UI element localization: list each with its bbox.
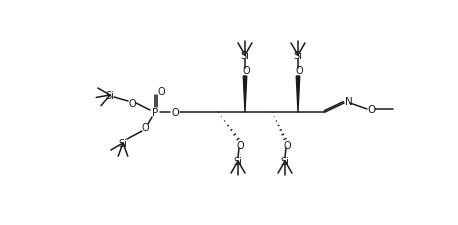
Text: O: O <box>283 140 291 150</box>
Text: P: P <box>152 108 158 117</box>
Polygon shape <box>296 77 300 112</box>
Text: O: O <box>141 122 149 132</box>
Text: O: O <box>367 105 375 115</box>
Text: O: O <box>242 66 250 76</box>
Text: N: N <box>345 97 353 106</box>
Polygon shape <box>243 77 247 112</box>
Text: O: O <box>128 99 136 108</box>
Text: Si: Si <box>240 51 250 61</box>
Text: O: O <box>157 87 165 97</box>
Text: Si: Si <box>294 51 302 61</box>
Text: Si: Si <box>234 156 242 166</box>
Text: Si: Si <box>105 91 114 101</box>
Text: Si: Si <box>281 156 289 166</box>
Text: O: O <box>171 108 179 117</box>
Text: Si: Si <box>119 138 127 148</box>
Text: O: O <box>236 140 244 150</box>
Text: O: O <box>295 66 303 76</box>
